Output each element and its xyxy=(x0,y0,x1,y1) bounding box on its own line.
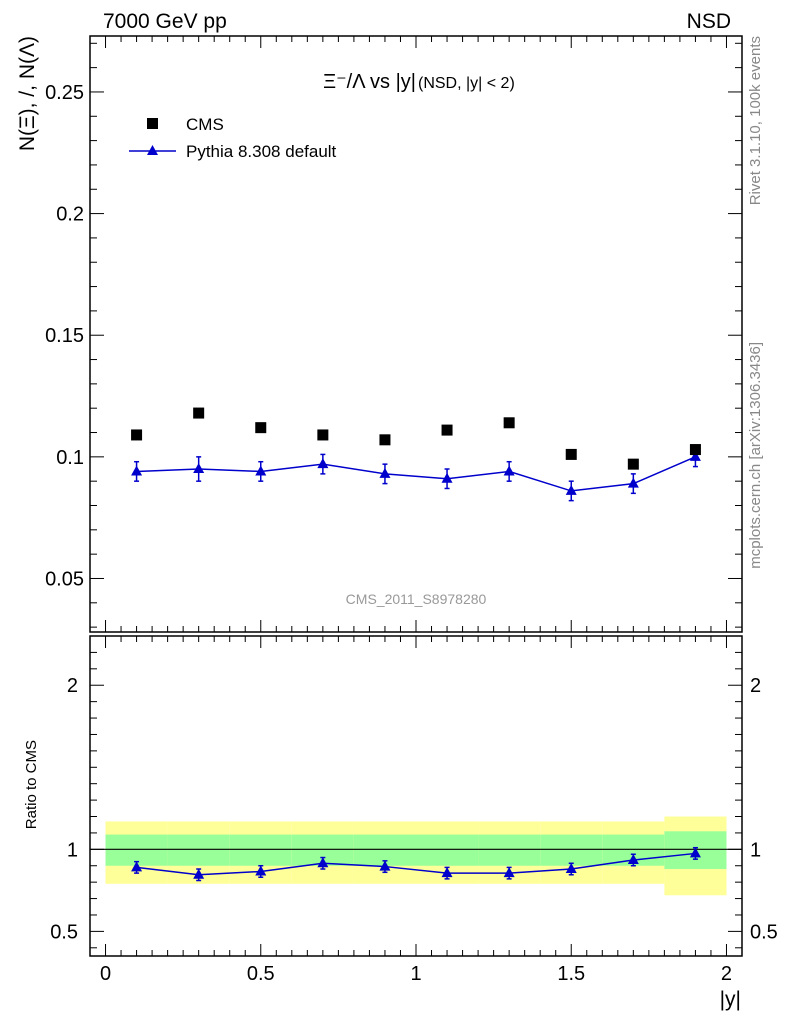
legend-cms-label: CMS xyxy=(186,115,224,134)
ratio-y-axis-title: Ratio to CMS xyxy=(23,740,40,829)
cms-point xyxy=(441,424,453,436)
ratio-y-tick-label: 2 xyxy=(67,675,78,697)
ratio-band-inner xyxy=(416,834,479,866)
ratio-band-inner xyxy=(167,834,230,866)
y-tick-label: 0.1 xyxy=(56,447,84,469)
ratio-panel-series xyxy=(131,846,701,882)
ratio-band-inner xyxy=(105,834,168,866)
y-tick-label: 0.2 xyxy=(56,204,84,226)
y-tick-label: 0.15 xyxy=(45,325,84,347)
ratio-pythia-point xyxy=(193,868,205,879)
main-panel-axes: 0.05 0.1 0.15 0.2 0.25 xyxy=(45,35,743,633)
cms-point xyxy=(689,444,701,456)
plot-title-main: Ξ⁻/Λ vs |y| xyxy=(323,71,416,93)
cms-point xyxy=(131,429,143,441)
pythia-point xyxy=(193,463,205,474)
pythia-point xyxy=(441,472,453,483)
x-tick-label: 2 xyxy=(721,963,732,985)
cms-point xyxy=(317,429,329,441)
pythia-point xyxy=(255,465,267,476)
header-right: NSD xyxy=(687,10,731,33)
ratio-band-inner xyxy=(478,834,541,866)
ratio-pythia-point xyxy=(255,865,267,876)
y-tick-label: 0.25 xyxy=(45,82,84,104)
pythia-point xyxy=(317,458,329,469)
ratio-y-tick-label: 1 xyxy=(67,839,78,861)
ratio-y-tick-label: 0.5 xyxy=(50,921,78,943)
cms-point xyxy=(255,422,267,434)
ratio-y-tick-label-right: 1 xyxy=(750,839,761,861)
legend-pythia-label: Pythia 8.308 default xyxy=(186,142,337,161)
pythia-point xyxy=(689,450,701,461)
ratio-y-tick-label-right: 2 xyxy=(750,675,761,697)
ratio-band-inner xyxy=(229,834,292,866)
ratio-pythia-point xyxy=(627,854,639,864)
x-tick-label: 0 xyxy=(100,963,111,985)
main-y-axis-title: N(Ξ), /, N(Λ) xyxy=(16,36,39,151)
x-tick-label: 1.5 xyxy=(557,963,585,985)
ratio-pythia-point xyxy=(689,847,701,858)
ratio-pythia-point xyxy=(503,867,515,878)
rivet-label: Rivet 3.1.10, 100k events xyxy=(747,36,764,205)
pythia-line xyxy=(136,456,696,492)
ratio-pythia-line xyxy=(136,852,696,876)
ratio-pythia-point xyxy=(317,857,329,868)
cms-point xyxy=(627,458,639,470)
pythia-point xyxy=(565,484,577,495)
pythia-point xyxy=(131,465,143,476)
cms-point xyxy=(503,417,515,429)
pythia-point xyxy=(379,467,391,478)
cms-point xyxy=(565,448,577,460)
mcplots-label: mcplots.cern.ch [arXiv:1306.3436] xyxy=(747,342,764,569)
ratio-pythia-point xyxy=(565,863,577,874)
ratio-pythia-point xyxy=(131,861,143,872)
ratio-y-tick-label-right: 0.5 xyxy=(750,921,778,943)
cms-point xyxy=(193,407,205,419)
ratio-panel-axes: 0.5 0.5 1 1 2 2 0 0.5 1 1.5 2 xyxy=(50,635,778,985)
header-left: 7000 GeV pp xyxy=(103,10,227,33)
cms-point xyxy=(379,434,391,446)
plot-title-suffix: (NSD, |y| < 2) xyxy=(418,75,515,92)
x-tick-label: 0.5 xyxy=(247,963,275,985)
pythia-point xyxy=(503,465,515,476)
legend-cms-marker xyxy=(147,118,158,129)
legend-pythia-marker xyxy=(147,145,158,155)
watermark: CMS_2011_S8978280 xyxy=(346,591,487,607)
x-axis-title: |y| xyxy=(720,988,741,1011)
axes-frame xyxy=(89,635,743,957)
ratio-pythia-point xyxy=(379,860,391,871)
main-panel-series xyxy=(131,407,701,502)
x-tick-label: 1 xyxy=(410,963,421,985)
ratio-band-inner xyxy=(540,834,603,866)
pythia-point xyxy=(627,477,639,488)
plot-title: Ξ⁻/Λ vs |y| xyxy=(323,71,416,93)
y-tick-label: 0.05 xyxy=(45,568,84,590)
ratio-pythia-point xyxy=(441,867,453,878)
